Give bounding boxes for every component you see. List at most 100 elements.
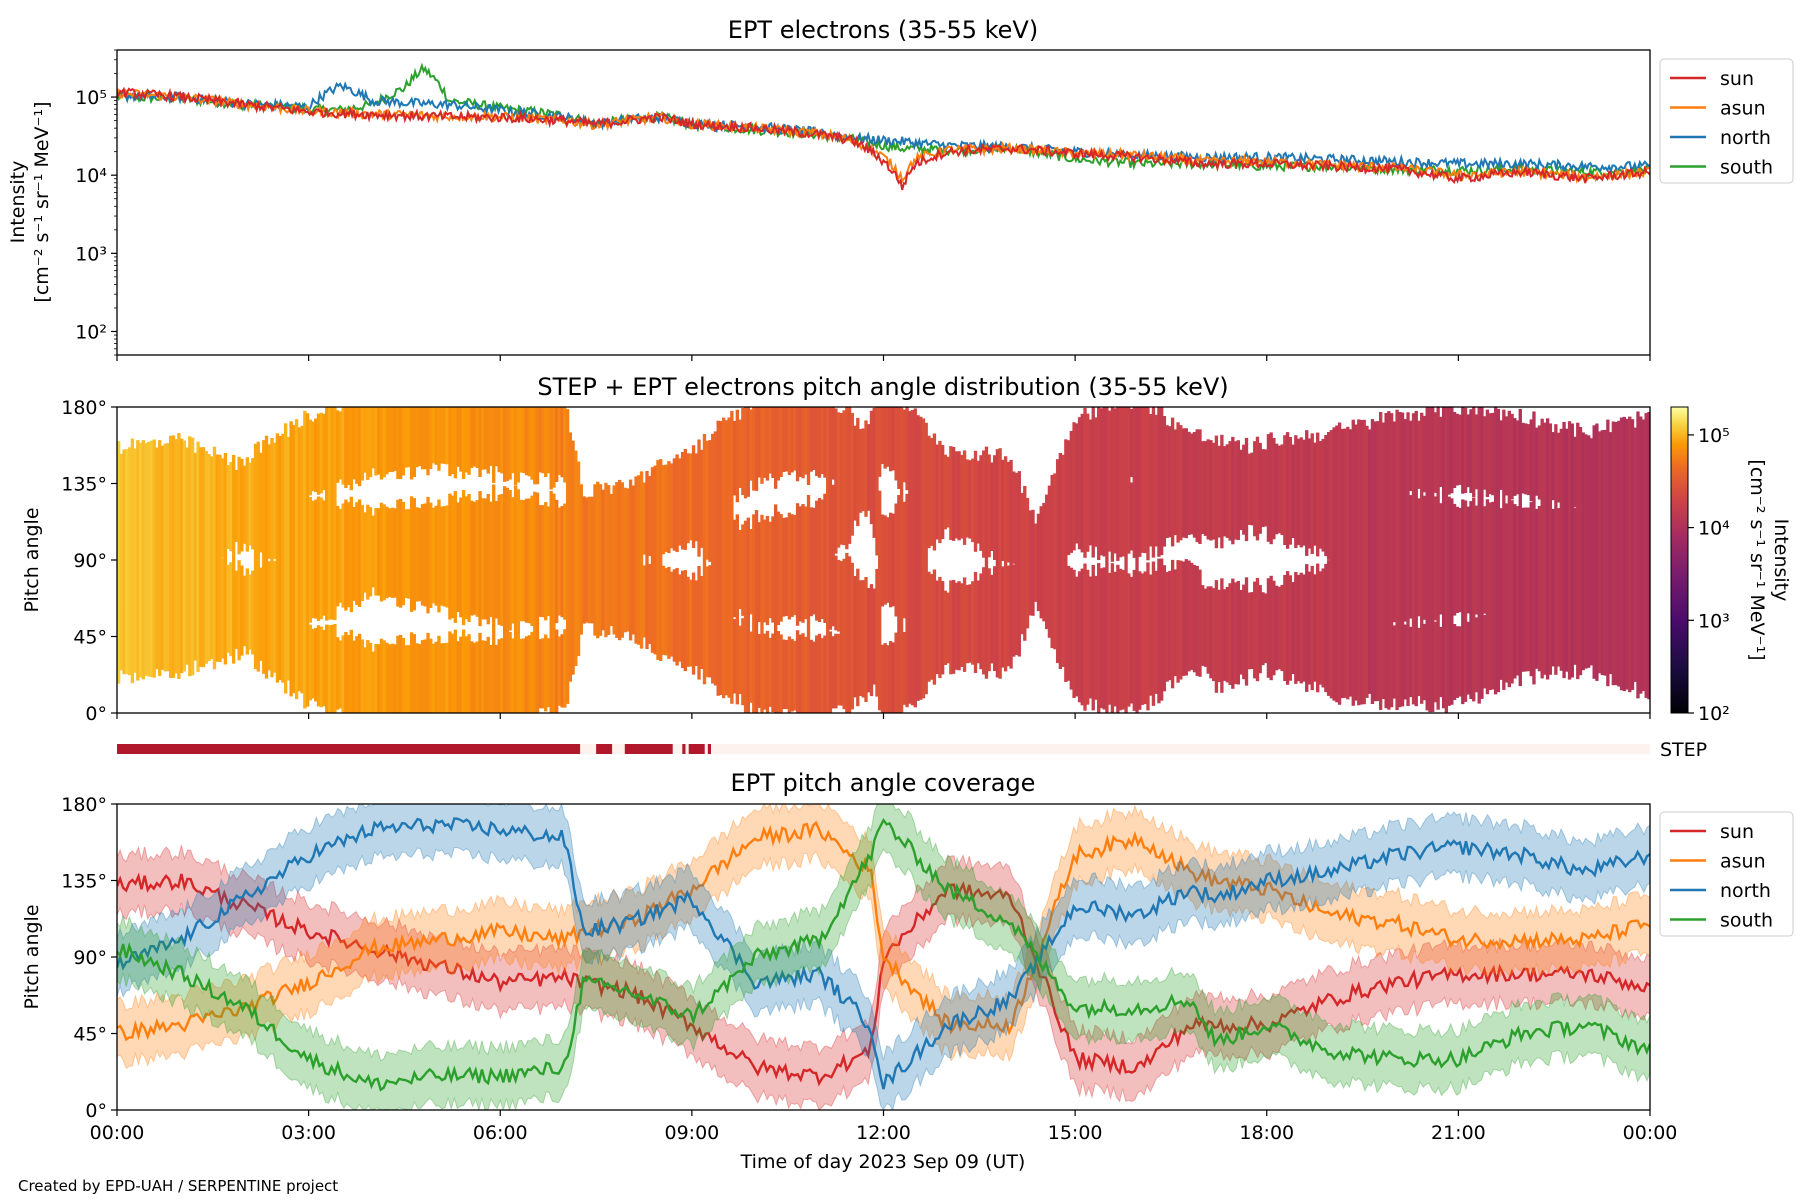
heatmap-cell — [147, 441, 151, 677]
heatmap-cell — [196, 441, 200, 673]
heatmap-cell — [489, 501, 493, 618]
heatmap-cell — [960, 583, 964, 667]
heatmap-cell — [166, 443, 170, 672]
heatmap-cell — [930, 574, 934, 680]
heatmap-cell — [264, 435, 269, 679]
heatmap-cell — [316, 625, 321, 707]
heatmap-cell — [303, 410, 307, 709]
heatmap-cell — [388, 644, 392, 713]
heatmap-cell — [505, 407, 510, 481]
heatmap-cell — [708, 565, 712, 678]
heatmap-cell — [341, 407, 345, 485]
heatmap-cell — [330, 407, 334, 620]
heatmap-cell — [483, 498, 488, 620]
heatmap-cell — [344, 499, 348, 611]
heatmap-cell — [1258, 442, 1262, 534]
heatmap-cell — [1521, 507, 1525, 672]
heatmap-cell — [190, 437, 195, 676]
heatmap-cell — [1595, 423, 1599, 681]
heatmap-cell — [382, 504, 386, 601]
heatmap-cell — [459, 407, 463, 472]
heatmap-cell — [1042, 502, 1046, 622]
heatmap-cell — [1409, 495, 1413, 619]
heatmap-cell — [932, 569, 937, 685]
heatmap-cell — [371, 515, 375, 588]
heatmap-cell — [669, 571, 674, 657]
heatmap-cell — [1088, 576, 1093, 699]
heatmap-cell — [1436, 407, 1440, 710]
heatmap-cell — [1253, 441, 1257, 537]
heatmap-cell — [899, 407, 904, 713]
heatmap-cell — [541, 407, 545, 474]
heatmap-cell — [935, 580, 939, 675]
heatmap-cell — [1608, 432, 1613, 675]
heatmap-cell — [1154, 570, 1158, 694]
heatmap-cell — [1244, 577, 1249, 686]
heatmap-cell — [1617, 420, 1621, 687]
step-bar-segments — [117, 744, 711, 754]
heatmap-cell — [779, 407, 783, 477]
heatmap-cell — [738, 530, 742, 610]
heatmap-cell — [1310, 565, 1314, 691]
heatmap-cell — [390, 507, 395, 598]
heatmap-cell — [204, 451, 208, 664]
heatmap-cell — [1214, 435, 1219, 549]
heatmap-cell — [1488, 502, 1492, 690]
heatmap-cell — [333, 624, 337, 713]
heatmap-cell — [1061, 454, 1065, 667]
heatmap-cell — [1285, 432, 1290, 549]
heatmap-cell — [1264, 593, 1268, 664]
heatmap-cell — [878, 490, 882, 711]
heatmap-cell — [1403, 624, 1407, 700]
heatmap-cell — [1458, 507, 1462, 613]
heatmap-cell — [385, 506, 389, 599]
heatmap-cell — [319, 626, 323, 708]
heatmap-cell — [1110, 407, 1115, 562]
heatmap-cell — [363, 407, 367, 473]
step-segment — [688, 744, 705, 754]
heatmap-cell — [1231, 436, 1235, 545]
heatmap-cell — [1203, 588, 1208, 667]
heatmap-cell — [1179, 560, 1183, 680]
series-line-sun — [117, 86, 1650, 191]
heatmap-cell — [549, 407, 553, 490]
heatmap-cell — [1184, 559, 1188, 676]
heatmap-cell — [1261, 592, 1265, 666]
heatmap-cell — [527, 407, 531, 477]
heatmap-cell — [385, 642, 389, 713]
heatmap-cell — [628, 479, 633, 641]
heatmap-cell — [727, 417, 731, 698]
heatmap-cell — [1600, 430, 1605, 676]
heatmap-cell — [760, 514, 764, 713]
heatmap-cell — [1077, 571, 1082, 703]
heatmap-cell — [661, 465, 666, 555]
heatmap-cell — [700, 576, 704, 669]
heatmap-cell — [1551, 508, 1555, 667]
panel1-frame — [116, 49, 1651, 356]
heatmap-cell — [746, 517, 750, 713]
heatmap-cell — [448, 407, 452, 477]
heatmap-cell — [1447, 496, 1451, 706]
heatmap-cell — [1365, 425, 1369, 698]
heatmap-cell — [806, 407, 811, 485]
heatmap-cell — [1069, 431, 1073, 553]
heatmap-cell — [1329, 430, 1334, 699]
y-tick-label: 180° — [61, 794, 107, 816]
heatmap-cell — [1217, 589, 1221, 683]
heatmap-cell — [1105, 407, 1109, 713]
heatmap-cell — [820, 638, 824, 713]
heatmap-cell — [1198, 429, 1202, 544]
heatmap-cell — [587, 496, 592, 624]
heatmap-cell — [1628, 416, 1632, 693]
heatmap-cell — [483, 407, 488, 470]
heatmap-cell — [511, 497, 515, 624]
heatmap-cell — [486, 407, 490, 474]
heatmap-cell — [412, 407, 416, 478]
heatmap-cell — [360, 639, 364, 713]
heatmap-cell — [177, 433, 181, 679]
heatmap-cell — [743, 520, 748, 713]
heatmap-cell — [144, 443, 148, 676]
heatmap-cell — [1491, 412, 1495, 496]
heatmap-cell — [541, 505, 545, 618]
